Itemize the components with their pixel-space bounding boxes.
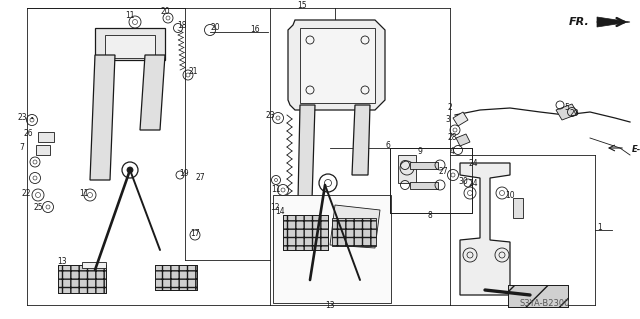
Text: 9: 9	[417, 147, 422, 157]
Text: 3: 3	[445, 115, 451, 124]
Polygon shape	[90, 55, 115, 180]
Text: 2: 2	[447, 102, 452, 112]
Bar	[303, 274, 351, 302]
Bar	[390, 148, 472, 213]
Text: 20: 20	[160, 8, 170, 17]
Circle shape	[127, 167, 133, 173]
Bar	[390, 148, 472, 213]
Text: 11: 11	[79, 189, 89, 197]
Bar	[36, 145, 50, 155]
Text: 20: 20	[210, 24, 220, 33]
Text: 24: 24	[468, 159, 478, 167]
Text: 26: 26	[23, 129, 33, 137]
Polygon shape	[298, 105, 315, 200]
Bar	[513, 198, 523, 218]
Text: 4: 4	[449, 147, 454, 157]
Bar	[273, 195, 391, 303]
Bar	[155, 265, 197, 290]
Text: S3YA-B2300: S3YA-B2300	[520, 299, 570, 308]
Text: 13: 13	[325, 301, 335, 310]
Bar	[283, 215, 328, 250]
Bar	[410, 162, 438, 169]
Text: 14: 14	[275, 207, 285, 217]
Text: 5: 5	[564, 102, 570, 112]
Text: 15: 15	[297, 1, 307, 10]
Text: 25: 25	[33, 203, 43, 211]
Text: E-1: E-1	[632, 145, 640, 154]
Bar	[398, 155, 416, 183]
Bar	[283, 215, 328, 250]
Text: 7: 7	[20, 144, 24, 152]
Bar	[300, 28, 375, 103]
Text: 22: 22	[21, 189, 31, 198]
Text: 21: 21	[188, 68, 198, 77]
Text: 30: 30	[458, 177, 468, 187]
Text: FR.: FR.	[569, 17, 590, 27]
Polygon shape	[288, 20, 385, 110]
Text: 19: 19	[179, 168, 189, 177]
Bar	[508, 285, 568, 307]
Text: 6: 6	[385, 140, 390, 150]
Text: 27: 27	[195, 174, 205, 182]
Bar	[303, 274, 351, 302]
Bar	[332, 218, 376, 246]
Text: 11: 11	[125, 11, 135, 19]
Bar	[508, 285, 568, 307]
Polygon shape	[597, 17, 630, 27]
Text: 12: 12	[270, 204, 280, 212]
Bar	[155, 265, 197, 290]
Bar	[410, 182, 438, 189]
Text: ●: ●	[31, 116, 33, 120]
Text: 18: 18	[177, 20, 187, 29]
Polygon shape	[82, 262, 106, 268]
Polygon shape	[556, 104, 578, 120]
Bar	[58, 265, 106, 293]
Text: 10: 10	[505, 191, 515, 201]
Polygon shape	[352, 105, 370, 175]
Polygon shape	[456, 134, 470, 146]
Polygon shape	[460, 163, 510, 295]
Text: 11: 11	[271, 186, 281, 195]
Text: 16: 16	[250, 26, 260, 34]
Text: 13: 13	[57, 256, 67, 265]
Text: 24: 24	[468, 179, 478, 188]
Polygon shape	[140, 55, 165, 130]
Text: 23: 23	[265, 110, 275, 120]
Text: 1: 1	[598, 224, 602, 233]
Polygon shape	[105, 35, 155, 58]
Polygon shape	[453, 112, 468, 126]
Bar	[38, 132, 54, 142]
Text: 23: 23	[17, 113, 27, 122]
Text: 28: 28	[447, 132, 457, 142]
Text: 29: 29	[569, 109, 579, 118]
Polygon shape	[95, 28, 165, 60]
Polygon shape	[330, 205, 380, 248]
Bar	[58, 265, 106, 293]
Text: 17: 17	[190, 228, 200, 238]
Text: 8: 8	[428, 211, 433, 219]
Text: 27: 27	[438, 167, 448, 176]
